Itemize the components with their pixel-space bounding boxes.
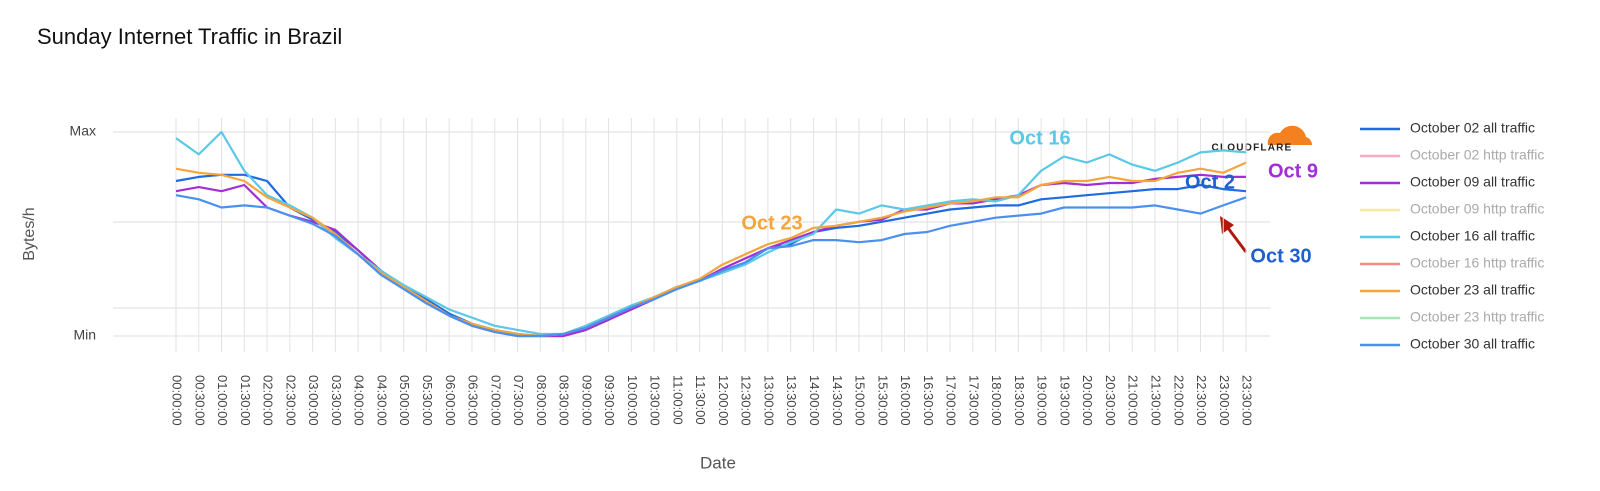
series-line [175, 194, 1247, 338]
x-tick-label: 21:30:00 [1148, 375, 1163, 426]
legend-label: October 02 http traffic [1410, 147, 1544, 163]
x-tick-label: 15:00:00 [853, 375, 868, 426]
annotation: Oct 2 [1185, 171, 1235, 193]
y-tick-label: Max [70, 123, 96, 139]
x-axis-title: Date [700, 453, 736, 472]
x-tick-label: 20:00:00 [1080, 375, 1095, 426]
series-line [175, 173, 1246, 338]
x-tick-label: 18:00:00 [989, 375, 1004, 426]
x-tick-label: 02:30:00 [283, 375, 298, 426]
x-tick-label: 22:00:00 [1171, 375, 1186, 426]
x-tick-label: 23:00:00 [1217, 375, 1232, 426]
arrow [1220, 216, 1248, 253]
x-tick-label: 03:00:00 [306, 375, 321, 426]
legend-label: October 02 all traffic [1410, 120, 1535, 136]
series-line [175, 173, 1247, 338]
x-tick-label: 13:30:00 [784, 375, 799, 426]
x-tick-label: 04:30:00 [374, 375, 389, 426]
x-tick-label: 09:30:00 [602, 375, 617, 426]
annotation: Oct 9 [1268, 160, 1318, 182]
x-tick-label: 16:30:00 [921, 375, 936, 426]
annotation: Oct 16 [1009, 127, 1070, 149]
x-tick-label: 01:00:00 [215, 375, 230, 426]
x-tick-label: 11:30:00 [693, 375, 708, 425]
x-tick-label: 06:00:00 [443, 375, 458, 426]
x-tick-label: 17:30:00 [966, 375, 981, 426]
x-tick-label: 07:30:00 [511, 375, 526, 426]
x-tick-label: 17:00:00 [944, 375, 959, 426]
x-tick-label: 08:00:00 [534, 375, 549, 426]
x-tick-label: 02:00:00 [261, 375, 276, 426]
logo-text: CLOUDFLARE [1212, 143, 1293, 154]
annotation: Oct 30 [1250, 245, 1311, 267]
x-tick-label: 11:00:00 [670, 375, 685, 425]
x-tick-label: 19:30:00 [1057, 375, 1072, 426]
x-tick-label: 09:00:00 [579, 375, 594, 426]
x-tick-label: 20:30:00 [1103, 375, 1118, 426]
x-tick-label: 14:30:00 [830, 375, 845, 426]
x-tick-label: 01:30:00 [238, 375, 253, 426]
logo: CLOUDFLARE [1212, 125, 1313, 154]
x-tick-label: 07:00:00 [488, 375, 503, 426]
x-tick-label: 00:00:00 [170, 375, 185, 426]
legend-label: October 16 all traffic [1410, 228, 1535, 244]
x-tick-label: 23:30:00 [1240, 375, 1255, 426]
x-tick-label: 12:30:00 [739, 375, 754, 426]
x-tick-label: 05:30:00 [420, 375, 435, 426]
legend-label: October 23 http traffic [1410, 309, 1544, 325]
x-tick-label: 14:00:00 [807, 375, 822, 426]
legend-label: October 23 all traffic [1410, 282, 1535, 298]
legend-label: October 16 http traffic [1410, 255, 1544, 271]
x-tick-label: 08:30:00 [557, 375, 572, 426]
x-tick-label: 05:00:00 [397, 375, 412, 426]
chart-title: Sunday Internet Traffic in Brazil [37, 24, 342, 49]
series-line [175, 161, 1247, 338]
legend-label: October 30 all traffic [1410, 336, 1535, 352]
annotation: Oct 23 [741, 212, 802, 234]
x-tick-label: 15:30:00 [875, 375, 890, 426]
legend-label: October 09 http traffic [1410, 201, 1544, 217]
x-tick-label: 21:00:00 [1126, 375, 1141, 426]
x-tick-label: 13:00:00 [761, 375, 776, 426]
x-tick-label: 03:30:00 [329, 375, 344, 426]
x-tick-label: 16:00:00 [898, 375, 913, 426]
x-tick-label: 06:30:00 [466, 375, 481, 426]
x-tick-label: 22:30:00 [1194, 375, 1209, 426]
x-tick-label: 19:00:00 [1035, 375, 1050, 426]
x-tick-label: 18:30:00 [1012, 375, 1027, 426]
legend-label: October 09 all traffic [1410, 174, 1535, 190]
y-axis-title: Bytes/h [21, 207, 38, 260]
x-tick-label: 00:30:00 [192, 375, 207, 426]
x-tick-label: 10:00:00 [625, 375, 640, 426]
y-tick-label: Min [73, 327, 96, 343]
x-tick-label: 10:30:00 [648, 375, 663, 426]
x-tick-label: 12:00:00 [716, 375, 731, 426]
x-tick-label: 04:00:00 [352, 375, 367, 426]
